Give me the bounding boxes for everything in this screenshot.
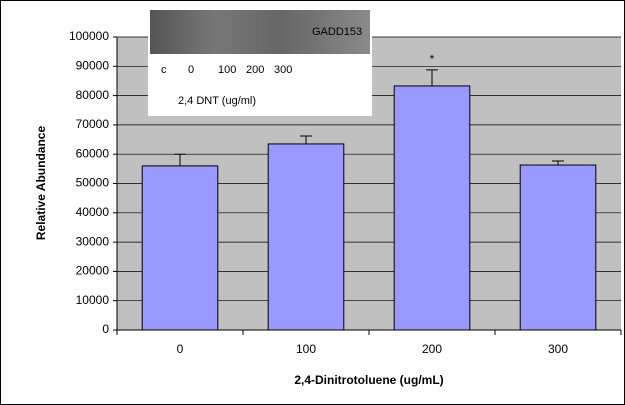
- x-axis-title: 2,4-Dinitrotoluene (ug/mL): [294, 373, 443, 387]
- inset-lane-label: c: [161, 64, 167, 76]
- x-tick-label: 300: [548, 342, 568, 356]
- y-tick-label: 30000: [76, 234, 110, 248]
- inset-lane-label: 200: [246, 64, 264, 76]
- bar: [519, 164, 597, 331]
- bar: [393, 85, 471, 331]
- inset-lane-label: 100: [218, 64, 236, 76]
- x-tick-label: 200: [422, 342, 442, 356]
- x-tick-label: 100: [296, 342, 316, 356]
- x-tick-label: 0: [177, 342, 184, 356]
- inset-label: GADD153: [312, 26, 362, 38]
- y-tick-label: 40000: [76, 205, 110, 219]
- y-tick-label: 50000: [76, 176, 110, 190]
- error-bar: [552, 160, 564, 166]
- y-tick-label: 90000: [76, 58, 110, 72]
- y-tick-label: 10000: [76, 293, 110, 307]
- error-bar: [174, 153, 186, 166]
- y-tick-label: 80000: [76, 88, 110, 102]
- y-axis-title: Relative Abundance: [34, 126, 48, 241]
- bar: [267, 143, 345, 331]
- y-tick-label: 100000: [69, 29, 109, 43]
- bar: [141, 165, 219, 331]
- inset-caption: 2,4 DNT (ug/ml): [178, 95, 256, 107]
- inset-lane-label: 0: [188, 64, 194, 76]
- inset-blot: [150, 10, 370, 54]
- inset-lane-label: 300: [274, 64, 292, 76]
- annotation: *: [430, 52, 435, 66]
- y-tick-label: 60000: [76, 146, 110, 160]
- y-tick-label: 70000: [76, 117, 110, 131]
- y-tick-label: 20000: [76, 264, 110, 278]
- error-bar: [426, 69, 438, 86]
- y-tick-label: 0: [102, 322, 109, 336]
- error-bar: [300, 135, 312, 144]
